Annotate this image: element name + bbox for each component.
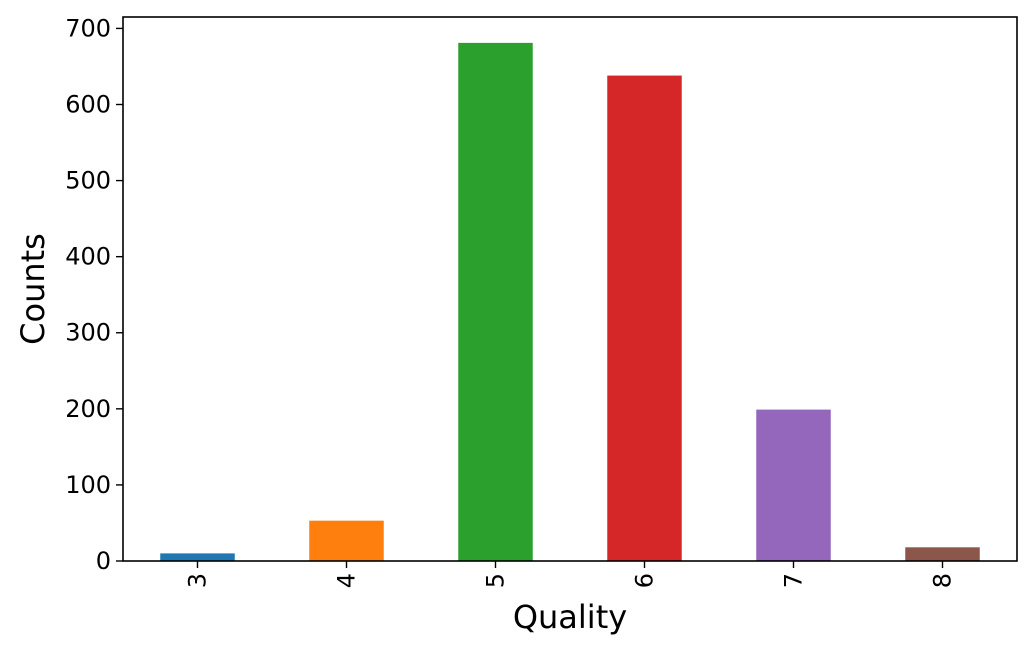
x-tick-label: 6: [631, 573, 659, 588]
bars-group: [160, 42, 980, 561]
plot-frame: [122, 16, 1018, 562]
x-tick-label: 7: [780, 573, 808, 588]
bar-8: [905, 547, 980, 561]
x-axis-ticks: 3 4 5 6 7 8: [184, 561, 957, 588]
bar-5: [458, 42, 533, 561]
y-tick-label: 100: [65, 471, 111, 499]
y-tick-label: 300: [65, 319, 111, 347]
bar-3: [160, 553, 235, 561]
y-tick-label: 600: [65, 90, 111, 118]
y-axis-ticks: 0 100 200 300 400 500 600 700: [65, 14, 123, 575]
bar-7: [756, 409, 831, 561]
bar-6: [607, 75, 682, 561]
y-tick-label: 700: [65, 14, 111, 42]
y-axis-label: Counts: [14, 233, 52, 345]
y-tick-label: 500: [65, 167, 111, 195]
x-tick-label: 3: [184, 573, 212, 588]
y-tick-label: 200: [65, 395, 111, 423]
bar-4: [309, 520, 384, 561]
x-tick-label: 5: [482, 573, 510, 588]
x-tick-label: 4: [333, 573, 361, 588]
y-tick-label: 0: [96, 547, 111, 575]
y-tick-label: 400: [65, 243, 111, 271]
x-tick-label: 8: [929, 573, 957, 588]
x-axis-label: Quality: [513, 598, 627, 636]
